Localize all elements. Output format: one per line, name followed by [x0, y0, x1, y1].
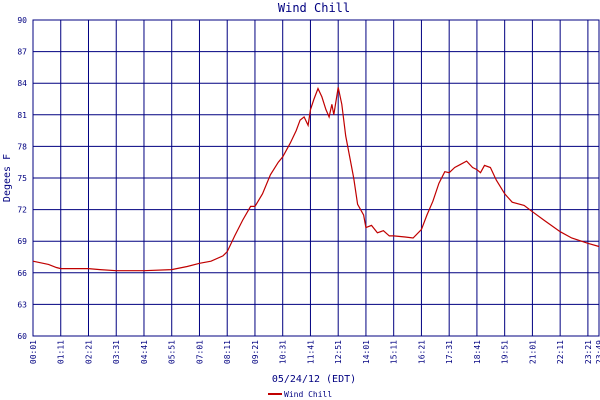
x-tick-label: 02:21 [84, 340, 93, 364]
x-tick-label: 03:31 [112, 340, 121, 364]
x-tick-label: 14:01 [362, 340, 371, 364]
y-tick-label: 84 [17, 79, 27, 88]
x-tick-label: 09:21 [251, 340, 260, 364]
x-tick-label: 01:11 [57, 340, 66, 364]
x-tick-label: 10:31 [279, 340, 288, 364]
x-tick-label: 11:41 [306, 340, 315, 364]
x-tick-label: 05:51 [168, 340, 177, 364]
x-tick-label: 17:31 [445, 340, 454, 364]
x-tick-label: 15:11 [390, 340, 399, 364]
x-tick-label: 21:01 [528, 340, 537, 364]
x-tick-label: 07:01 [195, 340, 204, 364]
y-tick-label: 72 [17, 206, 27, 215]
legend-label: Wind Chill [284, 390, 332, 399]
y-tick-label: 75 [17, 174, 27, 183]
y-tick-label: 78 [17, 142, 27, 151]
x-tick-label: 22:11 [556, 340, 565, 364]
x-tick-label: 18:41 [473, 340, 482, 364]
y-tick-label: 81 [17, 111, 27, 120]
chart-title: Wind Chill [278, 1, 350, 15]
y-tick-label: 63 [17, 300, 27, 309]
x-tick-label: 12:51 [334, 340, 343, 364]
y-tick-label: 66 [17, 269, 27, 278]
plot-frame [32, 19, 600, 337]
y-tick-label: 87 [17, 48, 27, 57]
y-tick-label: 90 [17, 16, 27, 25]
x-tick-label: 00:01 [29, 340, 38, 364]
y-tick-label: 69 [17, 237, 27, 246]
x-axis-label: 05/24/12 (EDT) [272, 374, 356, 385]
data-line [32, 86, 600, 272]
x-tick-label: 08:11 [223, 340, 232, 364]
y-tick-label: 60 [17, 332, 27, 341]
x-tick-label: 04:41 [140, 340, 149, 364]
x-tick-label: 23:49 [595, 340, 600, 364]
x-tick-label: 23:21 [584, 340, 593, 364]
x-tick-label: 16:21 [417, 340, 426, 364]
y-axis-label: Degees F [2, 154, 13, 202]
x-tick-label: 19:51 [501, 340, 510, 364]
